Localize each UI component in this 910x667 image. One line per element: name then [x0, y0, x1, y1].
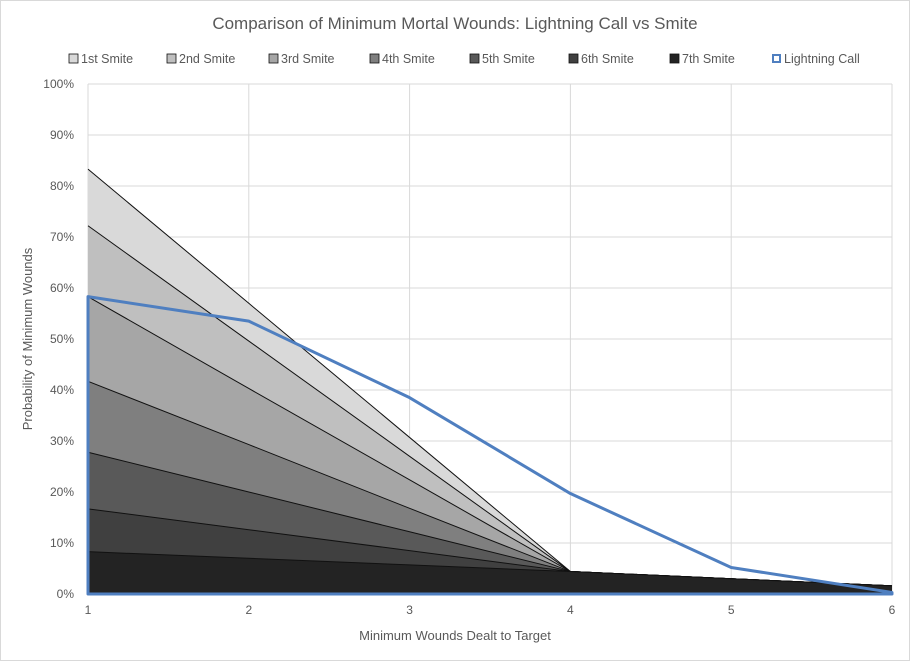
- y-tick-label: 20%: [50, 485, 74, 499]
- x-tick-labels: 1 2 3 4 5 6: [85, 603, 896, 617]
- series-7th-smite-edge: [87, 551, 893, 587]
- x-axis-label: Minimum Wounds Dealt to Target: [359, 628, 551, 643]
- x-tick-label: 6: [889, 603, 896, 617]
- series-lightning-call-line: [86, 295, 894, 596]
- x-tick-label: 4: [567, 603, 574, 617]
- y-tick-label: 90%: [50, 128, 74, 142]
- legend-swatch: [669, 53, 680, 64]
- x-tick-label: 5: [728, 603, 735, 617]
- y-tick-label: 50%: [50, 332, 74, 346]
- legend: 1st Smite 2nd Smite 3rd Smite 4th Smite 5th …: [68, 52, 860, 66]
- y-tick-label: 30%: [50, 434, 74, 448]
- legend-swatch: [268, 53, 279, 64]
- legend-label: Lightning Call: [784, 52, 860, 66]
- x-tick-label: 1: [85, 603, 92, 617]
- legend-swatch: [166, 53, 177, 64]
- legend-label: 1st Smite: [81, 52, 133, 66]
- y-tick-label: 80%: [50, 179, 74, 193]
- legend-swatch: [772, 54, 781, 63]
- y-tick-label: 100%: [43, 77, 74, 91]
- x-tick-label: 2: [245, 603, 252, 617]
- chart-title: Comparison of Minimum Mortal Wounds: Lig…: [212, 14, 697, 33]
- y-tick-label: 70%: [50, 230, 74, 244]
- legend-swatch: [469, 53, 480, 64]
- legend-label: 5th Smite: [482, 52, 535, 66]
- series-7th-smite-area: [88, 551, 892, 594]
- legend-swatch: [369, 53, 380, 64]
- y-axis-label: Probability of Minimum Wounds: [20, 247, 35, 430]
- legend-label: 7th Smite: [682, 52, 735, 66]
- legend-label: 2nd Smite: [179, 52, 235, 66]
- y-tick-label: 40%: [50, 383, 74, 397]
- series-areas: [86, 168, 894, 596]
- y-tick-label: 60%: [50, 281, 74, 295]
- y-tick-label: 0%: [57, 587, 75, 601]
- legend-swatch: [68, 53, 79, 64]
- legend-swatch: [568, 53, 579, 64]
- y-tick-label: 10%: [50, 536, 74, 550]
- y-tick-labels: 0% 10% 20% 30% 40% 50% 60% 70% 80% 90% 100%: [43, 77, 74, 601]
- legend-label: 4th Smite: [382, 52, 435, 66]
- x-tick-label: 3: [406, 603, 413, 617]
- legend-label: 6th Smite: [581, 52, 634, 66]
- legend-label: 3rd Smite: [281, 52, 335, 66]
